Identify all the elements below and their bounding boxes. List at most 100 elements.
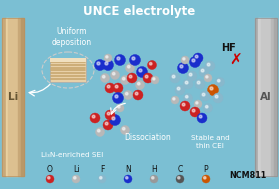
- Circle shape: [46, 175, 54, 183]
- Bar: [8, 18, 18, 176]
- Circle shape: [195, 55, 198, 58]
- Circle shape: [98, 175, 106, 183]
- Circle shape: [208, 84, 218, 95]
- Circle shape: [129, 54, 141, 66]
- Circle shape: [138, 82, 140, 85]
- Bar: [21, 18, 24, 176]
- Circle shape: [103, 120, 113, 130]
- Bar: [271, 18, 274, 176]
- Circle shape: [121, 125, 129, 135]
- Bar: [255, 18, 277, 176]
- Circle shape: [215, 95, 218, 98]
- Circle shape: [205, 105, 208, 108]
- Circle shape: [126, 64, 134, 73]
- Circle shape: [194, 100, 202, 108]
- Circle shape: [118, 106, 120, 108]
- Text: H: H: [151, 164, 157, 174]
- Text: Li: Li: [8, 92, 18, 102]
- Circle shape: [105, 122, 108, 125]
- Circle shape: [124, 175, 132, 183]
- Circle shape: [110, 70, 119, 80]
- Circle shape: [109, 115, 121, 125]
- Circle shape: [203, 104, 213, 112]
- Text: HF: HF: [221, 43, 235, 53]
- Circle shape: [213, 93, 223, 103]
- Text: NCM811: NCM811: [229, 171, 267, 180]
- Circle shape: [181, 56, 189, 64]
- Circle shape: [92, 115, 95, 118]
- Circle shape: [112, 72, 115, 75]
- Circle shape: [95, 128, 105, 136]
- Circle shape: [150, 63, 152, 65]
- Circle shape: [112, 117, 115, 120]
- Circle shape: [190, 107, 200, 117]
- Circle shape: [215, 77, 225, 87]
- Circle shape: [192, 109, 195, 112]
- Text: N: N: [125, 164, 131, 174]
- Circle shape: [180, 101, 190, 111]
- Circle shape: [202, 175, 210, 183]
- Circle shape: [153, 78, 155, 80]
- Bar: [274, 18, 277, 176]
- Bar: [261, 18, 271, 176]
- Circle shape: [176, 175, 184, 183]
- Circle shape: [105, 110, 115, 120]
- Circle shape: [170, 73, 180, 83]
- Circle shape: [122, 77, 125, 80]
- Text: Al: Al: [260, 92, 272, 102]
- Circle shape: [127, 73, 137, 83]
- Circle shape: [122, 127, 125, 130]
- Circle shape: [104, 54, 112, 62]
- Circle shape: [97, 129, 100, 132]
- Circle shape: [185, 81, 188, 84]
- Circle shape: [182, 103, 185, 106]
- Circle shape: [183, 79, 193, 89]
- Circle shape: [74, 177, 76, 179]
- Circle shape: [150, 175, 158, 183]
- Circle shape: [207, 63, 210, 66]
- Text: UNCE electrolyte: UNCE electrolyte: [83, 5, 195, 18]
- Circle shape: [95, 60, 105, 70]
- Circle shape: [202, 93, 205, 96]
- Circle shape: [199, 115, 202, 118]
- Circle shape: [151, 177, 154, 179]
- Bar: [255, 18, 258, 176]
- Circle shape: [90, 113, 100, 123]
- Circle shape: [217, 80, 220, 82]
- Text: F: F: [100, 164, 104, 174]
- Circle shape: [121, 75, 129, 84]
- Text: C: C: [177, 164, 183, 174]
- Circle shape: [197, 81, 200, 84]
- Circle shape: [129, 75, 132, 78]
- Circle shape: [102, 75, 105, 78]
- Circle shape: [136, 67, 148, 77]
- Circle shape: [210, 87, 213, 90]
- Circle shape: [183, 58, 185, 60]
- Circle shape: [128, 65, 130, 68]
- Circle shape: [180, 65, 183, 68]
- Circle shape: [133, 90, 143, 100]
- Circle shape: [196, 102, 198, 104]
- Circle shape: [178, 177, 180, 179]
- Circle shape: [205, 61, 215, 71]
- Circle shape: [112, 92, 124, 104]
- Circle shape: [189, 73, 192, 76]
- Circle shape: [143, 73, 153, 83]
- Bar: [2, 18, 6, 176]
- Circle shape: [192, 59, 195, 62]
- Bar: [6, 18, 8, 176]
- Bar: [50, 58, 86, 82]
- Text: Uniform
deposition: Uniform deposition: [52, 27, 92, 47]
- Circle shape: [105, 83, 115, 93]
- Text: Stable and
thin CEI: Stable and thin CEI: [191, 135, 229, 149]
- Circle shape: [193, 53, 203, 63]
- Circle shape: [115, 85, 118, 88]
- Circle shape: [113, 83, 123, 93]
- Circle shape: [72, 175, 80, 183]
- Bar: [258, 18, 261, 176]
- Circle shape: [107, 85, 110, 88]
- Circle shape: [172, 75, 175, 78]
- Circle shape: [117, 57, 120, 60]
- Circle shape: [116, 104, 124, 112]
- Circle shape: [200, 91, 210, 101]
